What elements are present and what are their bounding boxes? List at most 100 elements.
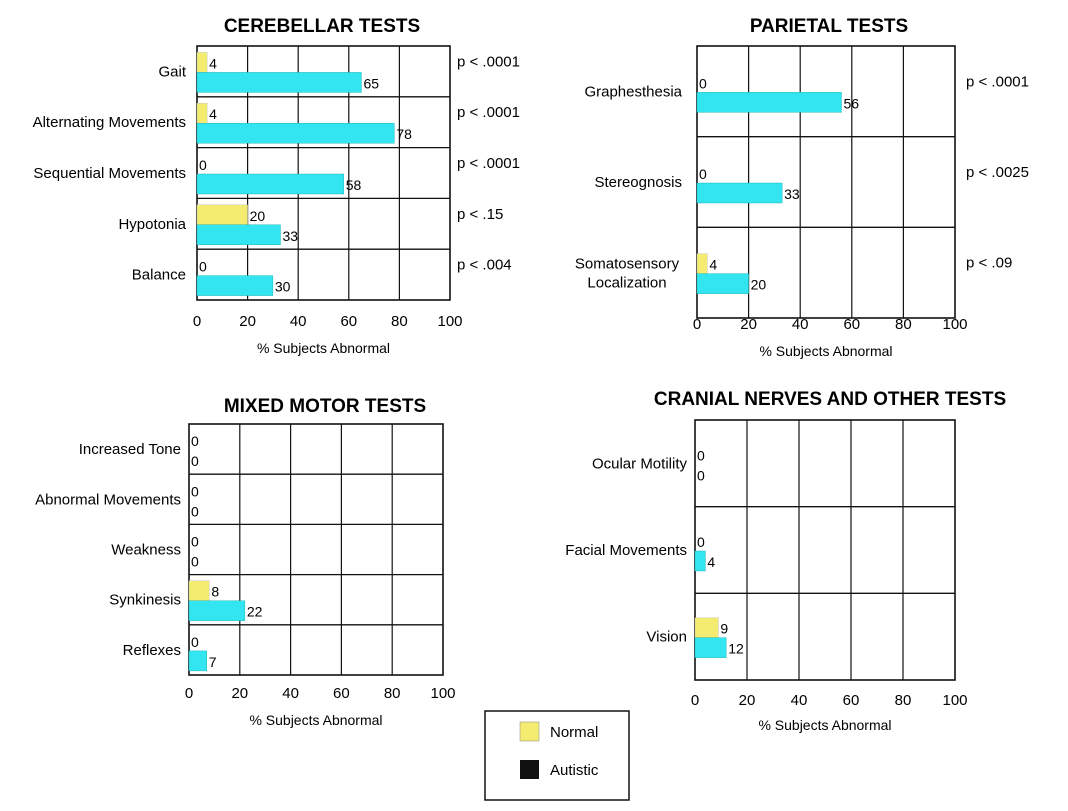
- bar-autistic: [196, 72, 362, 93]
- x-axis-label: % Subjects Abnormal: [758, 717, 891, 733]
- data-label-normal: 0: [699, 75, 707, 91]
- category-label: Weakness: [111, 542, 181, 559]
- data-label-autistic: 56: [843, 95, 859, 111]
- x-tick-label: 40: [792, 316, 809, 333]
- legend: Normal Autistic: [484, 710, 630, 801]
- x-axis-label: % Subjects Abnormal: [257, 340, 390, 356]
- data-label-autistic: 58: [346, 177, 362, 193]
- data-label-normal: 0: [191, 433, 199, 449]
- chart-panel: CRANIAL NERVES AND OTHER TESTS Ocular Mot…: [565, 389, 1006, 733]
- x-tick-label: 60: [843, 316, 860, 333]
- x-tick-label: 0: [193, 313, 201, 330]
- data-label-normal: 0: [697, 447, 705, 463]
- data-label-autistic: 0: [191, 453, 199, 469]
- category-label: Reflexes: [123, 642, 181, 659]
- data-label-normal: 9: [720, 621, 728, 637]
- x-tick-label: 60: [843, 692, 860, 709]
- p-value: p < .0001: [457, 104, 520, 121]
- x-tick-label: 100: [942, 692, 967, 709]
- data-label-autistic: 0: [191, 554, 199, 570]
- plot-frame: [196, 45, 451, 301]
- bar-autistic: [694, 550, 706, 572]
- data-label-normal: 0: [191, 483, 199, 499]
- data-label-autistic: 4: [707, 554, 715, 570]
- category-label: Abnormal Movements: [35, 491, 181, 508]
- plot-frame: [188, 423, 444, 676]
- x-tick-label: 0: [691, 692, 699, 709]
- x-tick-label: 0: [185, 685, 193, 702]
- legend-autistic-swatch: [520, 760, 539, 779]
- p-value: p < .004: [457, 257, 512, 274]
- category-label: Balance: [132, 267, 186, 284]
- x-tick-label: 80: [391, 313, 408, 330]
- bar-autistic: [196, 173, 344, 195]
- p-value: p < .0001: [457, 53, 520, 70]
- bar-autistic: [196, 275, 274, 296]
- charts-layer: CEREBELLAR TESTS Gait 4 65 p < .0001 Alternat…: [33, 16, 1029, 733]
- bar-autistic: [696, 182, 783, 204]
- bar-autistic: [188, 600, 246, 621]
- chart-title: CRANIAL NERVES AND OTHER TESTS: [654, 389, 1006, 410]
- bar-autistic: [188, 650, 207, 672]
- bar-normal: [696, 253, 708, 274]
- x-tick-label: 40: [791, 692, 808, 709]
- bar-autistic: [196, 224, 281, 246]
- category-label: Graphesthesia: [584, 83, 682, 100]
- category-label: Gait: [158, 63, 186, 80]
- x-tick-label: 0: [693, 316, 701, 333]
- x-tick-label: 20: [739, 692, 756, 709]
- p-value: p < .09: [966, 255, 1012, 272]
- data-label-normal: 0: [199, 259, 207, 275]
- category-label: Vision: [646, 629, 687, 646]
- x-tick-label: 100: [430, 685, 455, 702]
- data-label-autistic: 33: [784, 186, 800, 202]
- bar-autistic: [696, 273, 749, 294]
- chart-panel: PARIETAL TESTS Graphesthesia 0 56 p < .0001 S…: [575, 16, 1029, 359]
- x-tick-label: 60: [333, 685, 350, 702]
- data-label-normal: 0: [699, 166, 707, 182]
- x-tick-label: 20: [740, 316, 757, 333]
- p-value: p < .15: [457, 206, 503, 223]
- legend-box: [484, 710, 630, 801]
- data-label-normal: 20: [250, 208, 266, 224]
- x-axis-label: % Subjects Abnormal: [249, 712, 382, 728]
- data-label-normal: 8: [211, 584, 219, 600]
- category-label: Hypotonia: [118, 216, 186, 233]
- bar-autistic: [696, 92, 842, 113]
- category-label: Sequential Movements: [33, 165, 186, 182]
- p-value: p < .0025: [966, 164, 1029, 181]
- data-label-normal: 0: [199, 157, 207, 173]
- bar-autistic: [694, 637, 727, 658]
- legend-autistic-label: Autistic: [550, 762, 599, 779]
- x-tick-label: 80: [895, 692, 912, 709]
- data-label-autistic: 20: [751, 277, 767, 293]
- chart-panel: MIXED MOTOR TESTS Increased Tone 0 0 Abnorma…: [35, 396, 455, 728]
- data-label-autistic: 7: [209, 654, 217, 670]
- category-label: Increased Tone: [79, 441, 181, 458]
- data-label-autistic: 65: [363, 75, 379, 91]
- x-tick-label: 80: [895, 316, 912, 333]
- data-label-autistic: 0: [697, 467, 705, 483]
- category-label: Synkinesis: [109, 592, 181, 609]
- data-label-autistic: 0: [191, 503, 199, 519]
- plot-frame: [694, 419, 956, 681]
- data-label-normal: 4: [709, 257, 717, 273]
- bar-normal: [188, 580, 210, 601]
- p-value: p < .0001: [457, 155, 520, 172]
- x-tick-label: 40: [282, 685, 299, 702]
- x-tick-label: 100: [437, 313, 462, 330]
- data-label-normal: 0: [191, 534, 199, 550]
- x-axis-label: % Subjects Abnormal: [759, 343, 892, 359]
- data-label-autistic: 22: [247, 604, 263, 620]
- legend-normal-label: Normal: [550, 724, 598, 741]
- x-tick-label: 80: [384, 685, 401, 702]
- plot-frame: [696, 45, 956, 319]
- chart-title: MIXED MOTOR TESTS: [224, 396, 426, 417]
- data-label-normal: 4: [209, 106, 217, 122]
- x-tick-label: 100: [942, 316, 967, 333]
- category-label: Facial Movements: [565, 542, 687, 559]
- bar-normal: [694, 617, 719, 638]
- chart-title: PARIETAL TESTS: [750, 16, 908, 37]
- legend-normal-swatch: [519, 721, 540, 742]
